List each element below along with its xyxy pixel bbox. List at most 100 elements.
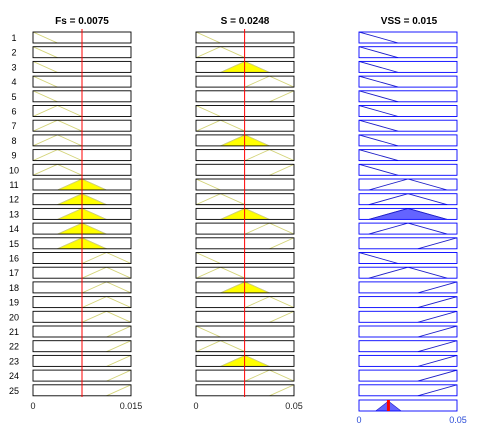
s-mf-cell — [244, 76, 294, 88]
rule-number: 21 — [9, 327, 19, 337]
fs-membership-curve — [106, 340, 131, 352]
fs-mf-cell — [33, 61, 58, 73]
s-mf-cell — [244, 223, 294, 235]
fs-membership-curve — [33, 76, 58, 88]
vss-cell-frame — [358, 46, 458, 59]
fs-membership-curve — [33, 120, 83, 132]
fs-mf-cell — [81, 311, 131, 323]
rule-row: 13 — [9, 207, 458, 220]
vss-mf-cell — [417, 311, 457, 323]
s-mf-cell — [244, 370, 294, 382]
fs-membership-curve — [33, 105, 83, 117]
vss-mf-cell — [368, 267, 448, 279]
s-membership-curve — [196, 179, 221, 190]
s-membership-curve — [269, 90, 294, 102]
vss-mf-cell — [417, 326, 457, 337]
s-membership-curve — [244, 296, 294, 308]
vss-cell-frame — [358, 222, 458, 235]
fs-membership-curve — [57, 208, 107, 220]
fs-mf-cell — [81, 281, 131, 293]
fs-mf-cell — [33, 120, 83, 132]
vss-mf-cell — [359, 252, 399, 264]
vss-membership-curve — [417, 370, 457, 382]
fs-mf-cell — [33, 76, 58, 88]
rule-number: 9 — [11, 151, 16, 161]
vss-cell-frame — [358, 252, 458, 264]
rule-number: 16 — [9, 254, 19, 264]
s-mf-cell — [269, 311, 294, 323]
rule-row: 9 — [11, 149, 458, 162]
rule-row: 4 — [11, 75, 458, 88]
vss-membership-curve — [417, 311, 457, 323]
vss-membership-curve — [359, 76, 399, 88]
vss-mf-cell — [417, 281, 457, 293]
rule-row: 6 — [11, 105, 458, 117]
fs-title: Fs = 0.0075 — [55, 16, 109, 27]
fs-membership-curve — [57, 237, 107, 249]
rule-number: 2 — [11, 48, 16, 58]
vss-membership-curve — [417, 340, 457, 352]
fs-membership-curve — [106, 326, 131, 337]
vss-membership-curve — [368, 193, 448, 205]
rule-number: 24 — [9, 371, 19, 381]
vss-membership-curve — [359, 32, 399, 43]
output-result — [358, 399, 458, 412]
vss-membership-curve — [359, 134, 399, 146]
s-membership-curve — [269, 384, 294, 396]
s-membership-curve — [196, 32, 221, 43]
s-mf-cell — [196, 252, 221, 264]
axes: 0 0.015 0 0.05 0 0.05 — [30, 401, 466, 425]
vss-membership-curve — [368, 208, 448, 220]
vss-membership-curve — [417, 281, 457, 293]
fs-membership-curve — [33, 164, 83, 176]
vss-membership-curve — [417, 296, 457, 308]
vss-cell-frame — [358, 60, 458, 73]
rule-number: 15 — [9, 239, 19, 249]
rule-number: 10 — [9, 165, 19, 175]
fs-membership-curve — [57, 193, 107, 205]
s-mf-cell — [196, 120, 246, 132]
rule-number: 7 — [11, 121, 16, 131]
s-title: S = 0.0248 — [221, 16, 270, 27]
s-mf-cell — [196, 267, 246, 279]
rule-number: 6 — [11, 107, 16, 117]
vss-mf-cell — [359, 120, 399, 132]
vss-membership-curve — [368, 179, 448, 190]
fs-membership-curve — [81, 281, 131, 293]
s-mf-cell — [196, 179, 221, 190]
fs-membership-curve — [33, 61, 58, 73]
s-mf-cell — [244, 296, 294, 308]
vss-cell-frame — [358, 207, 458, 220]
rule-number: 4 — [11, 77, 16, 87]
s-mf-cell — [244, 149, 294, 161]
vss-cell-frame — [358, 31, 458, 44]
vss-mf-cell — [359, 46, 399, 58]
vss-cell-frame — [358, 354, 458, 367]
fs-membership-curve — [106, 355, 131, 367]
s-mf-cell — [196, 340, 246, 352]
fs-membership-curve — [33, 90, 58, 102]
fs-membership-curve — [33, 32, 58, 43]
rule-row: 16 — [9, 252, 458, 264]
vss-membership-curve — [417, 237, 457, 249]
vss-membership-curve — [417, 384, 457, 396]
rules-grid: 1234567891011121314151617181920212223242… — [9, 29, 458, 397]
rule-number: 17 — [9, 268, 19, 278]
fs-membership-curve — [106, 384, 131, 396]
fs-mf-cell — [81, 296, 131, 308]
fs-membership-curve — [33, 46, 58, 58]
vss-cell-frame — [358, 266, 458, 279]
vss-mf-cell — [368, 193, 448, 205]
s-membership-curve — [196, 340, 246, 352]
vss-membership-curve — [359, 120, 399, 132]
vss-mf-cell — [417, 370, 457, 382]
vss-cell-frame — [358, 340, 458, 353]
fs-membership-curve — [57, 223, 107, 235]
vss-title: VSS = 0.015 — [381, 16, 438, 27]
vss-mf-cell — [359, 61, 399, 73]
rule-number: 5 — [11, 92, 16, 102]
vss-membership-curve — [417, 326, 457, 337]
vss-cell-frame — [358, 119, 458, 132]
fs-mf-cell — [106, 384, 131, 396]
fs-mf-cell — [33, 134, 83, 146]
